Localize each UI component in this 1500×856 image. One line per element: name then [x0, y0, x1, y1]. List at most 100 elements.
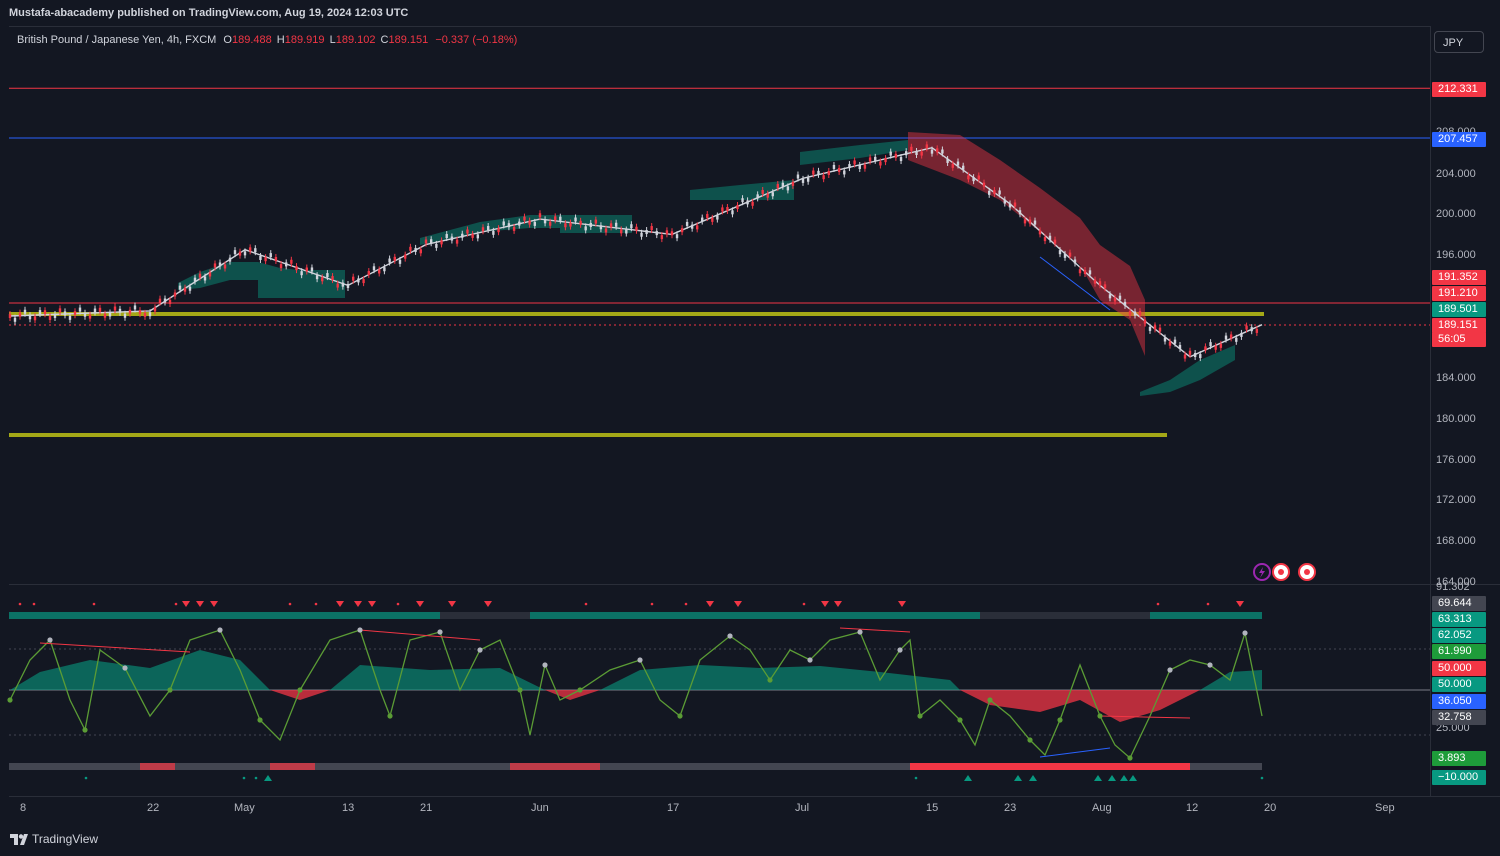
pivot-dot: [637, 657, 643, 663]
signal-dot: [288, 602, 292, 606]
candle-body: [853, 160, 856, 165]
pivot-dot: [1207, 662, 1213, 668]
alert-icon[interactable]: [1298, 563, 1316, 581]
candle-body: [1143, 319, 1147, 324]
candle-body: [946, 158, 949, 163]
candle-body: [461, 233, 464, 238]
candle-body: [701, 217, 704, 222]
candle-body: [148, 312, 152, 317]
candle-body: [858, 164, 861, 169]
price-tag-resistance: 212.331: [1432, 82, 1486, 97]
candle-body: [471, 233, 474, 238]
candle-body: [1028, 219, 1032, 224]
trendline: [1039, 256, 1111, 311]
candle-body: [178, 285, 182, 290]
candle-body: [559, 216, 562, 221]
candle-body: [1219, 343, 1223, 348]
trend-strip-bear: [270, 763, 315, 770]
osc-tag: 50.000: [1432, 661, 1486, 676]
candle-body: [512, 226, 516, 231]
candle-body: [1158, 327, 1162, 332]
osc-bull-area: [10, 650, 1262, 690]
buy-signal-icon: [1129, 775, 1137, 781]
candle-body: [977, 175, 980, 180]
sell-signal-icon: [210, 601, 218, 607]
candle-body: [675, 234, 679, 239]
candle-body: [1183, 354, 1187, 359]
pivot-dot: [257, 717, 263, 723]
candle-body: [993, 190, 996, 195]
price-tag-last: 189.151: [1432, 318, 1486, 333]
price-tick: 168.000: [1436, 535, 1476, 547]
pivot-dot: [542, 662, 548, 668]
pivot-dot: [897, 647, 903, 653]
candle-body: [290, 259, 293, 264]
candle-body: [721, 207, 724, 212]
candle-body: [736, 205, 739, 210]
candle-body: [158, 298, 162, 303]
candle-body: [331, 276, 334, 281]
candle-body: [28, 315, 32, 320]
candle-body: [352, 276, 355, 281]
pivot-dot: [437, 629, 443, 635]
tradingview-logo-icon: [10, 833, 28, 845]
candle-body: [203, 276, 207, 281]
trend-band: [258, 262, 345, 298]
sell-signal-icon: [368, 601, 376, 607]
candle-body: [827, 171, 830, 176]
candle-body: [1178, 344, 1182, 349]
trend-strip-bottom: [9, 763, 1262, 770]
symbol-legend[interactable]: British Pound / Japanese Yen, 4h, FXCM O…: [17, 34, 517, 46]
pivot-dot: [1167, 667, 1173, 673]
currency-button[interactable]: JPY: [1434, 31, 1484, 53]
candle-body: [538, 213, 542, 218]
candle-body: [848, 164, 851, 169]
signal-dot: [650, 602, 654, 606]
candle-body: [1204, 346, 1207, 351]
trend-strip-bear: [910, 763, 1190, 770]
candle-body: [670, 231, 674, 236]
candle-body: [269, 253, 272, 258]
candle-body: [554, 216, 557, 221]
candle-body: [640, 232, 643, 237]
time-axis[interactable]: [9, 796, 1500, 823]
candle-body: [58, 308, 62, 313]
candle-body: [832, 164, 836, 169]
candle-body: [409, 246, 412, 251]
candle-body: [492, 230, 495, 235]
candle-body: [1088, 270, 1092, 275]
tradingview-brand[interactable]: TradingView: [10, 832, 98, 846]
candle-body: [518, 221, 521, 226]
candle-body: [1078, 269, 1082, 274]
candle-body: [1168, 341, 1172, 346]
candle-body: [1003, 199, 1006, 204]
candle-body: [751, 201, 754, 206]
close-value: 189.151: [388, 34, 429, 46]
candle-body: [930, 149, 934, 154]
symbol-name[interactable]: British Pound / Japanese Yen, 4h, FXCM: [17, 34, 217, 46]
pivot-dot: [957, 717, 963, 723]
candle-body: [650, 226, 653, 231]
candle-body: [817, 170, 820, 175]
signal-dot: [32, 602, 36, 606]
candle-body: [383, 267, 386, 272]
candle-body: [1048, 235, 1052, 240]
buy-signal-icon: [1120, 775, 1128, 781]
candle-body: [936, 148, 939, 153]
signal-dot: [1260, 776, 1264, 780]
pivot-dot: [857, 629, 863, 635]
trend-strip-top: [9, 612, 1262, 619]
candle-body: [1098, 281, 1102, 286]
osc-tag: 61.990: [1432, 644, 1486, 659]
osc-tag: 36.050: [1432, 694, 1486, 709]
sell-signal-icon: [354, 601, 362, 607]
lightning-icon[interactable]: [1253, 563, 1271, 581]
candle-body: [1255, 328, 1259, 333]
price-tick: 176.000: [1436, 454, 1476, 466]
price-tick: 196.000: [1436, 249, 1476, 261]
candle-body: [213, 263, 217, 268]
alert-icon[interactable]: [1272, 563, 1290, 581]
candle-body: [153, 307, 157, 312]
candle-body: [1038, 230, 1042, 235]
pane-separator[interactable]: [9, 584, 1500, 585]
